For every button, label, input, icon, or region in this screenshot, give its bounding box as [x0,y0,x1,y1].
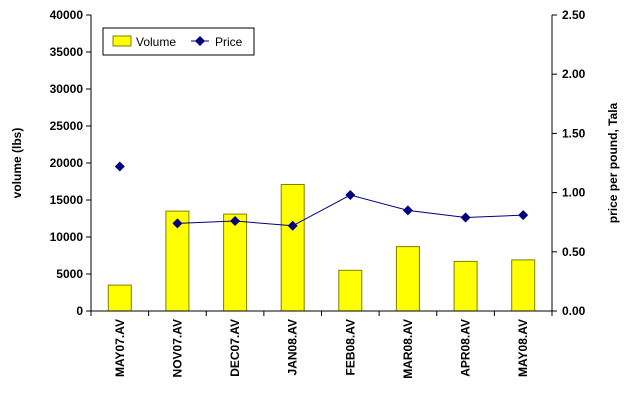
price-point-DEC07.AV [230,216,241,227]
bar-MAR08.AV [395,246,420,312]
x-tick-label: MAY08.AV [516,319,530,377]
y2-tick-label: 1.50 [562,126,586,140]
left-tick-labels: 0 5000 10000 15000 20000 25000 30000 35000 40000 [50,8,84,318]
y-tick-label: 40000 [50,8,84,22]
bar-APR08.AV [453,260,478,312]
x-tick-label: JAN08.AV [286,319,300,375]
bar-group [107,184,536,312]
price-point-MAY08.AV [518,210,529,221]
axes [86,14,557,316]
price-point-MAY07.AV [114,161,125,172]
x-tick-label: FEB08.AV [343,319,357,375]
price-point-APR08.AV [460,212,471,223]
y2-tick-label: 1.00 [562,186,586,200]
bar-FEB08.AV [338,269,363,312]
right-tick-labels: 0.00 0.50 1.00 1.50 2.00 2.50 [562,8,586,318]
x-tick-label: MAR08.AV [401,319,415,379]
x-tick-label: APR08.AV [459,319,473,377]
y-tick-label: 20000 [50,156,84,170]
y-tick-label: 10000 [50,230,84,244]
y2-tick-label: 0.50 [562,245,586,259]
price-point-NOV07.AV [172,218,183,229]
legend-label-volume: Volume [136,35,176,49]
y2-tick-label: 2.00 [562,67,586,81]
y-axis-title: volume (lbs) [10,128,24,199]
x-tick-label: NOV07.AV [170,319,184,377]
bar-MAY07.AV [107,284,132,312]
y-tick-label: 25000 [50,119,84,133]
legend-label-price: Price [215,35,243,49]
y-tick-label: 0 [76,304,83,318]
y-tick-label: 30000 [50,82,84,96]
legend-marker-price [195,36,205,46]
x-tick-label: DEC07.AV [228,319,242,377]
y2-tick-label: 2.50 [562,8,586,22]
y-tick-label: 15000 [50,193,84,207]
legend: Volume Price [102,27,255,56]
y2-axis-title: price per pound, Tala [606,102,620,223]
category-labels: MAY07.AV NOV07.AV DEC07.AV JAN08.AV FEB08.AV… [113,319,530,379]
y-tick-label: 35000 [50,45,84,59]
price-line-group [114,161,529,231]
bar-JAN08.AV [280,184,305,312]
price-point-MAR08.AV [402,205,413,216]
y2-tick-label: 0.00 [562,304,586,318]
legend-swatch-volume [112,35,132,47]
price-point-JAN08.AV [287,220,298,231]
x-tick-label: MAY07.AV [113,319,127,377]
y-tick-label: 5000 [56,267,83,281]
bar-DEC07.AV [223,213,248,312]
bar-MAY08.AV [511,259,536,312]
price-point-FEB08.AV [345,189,356,200]
